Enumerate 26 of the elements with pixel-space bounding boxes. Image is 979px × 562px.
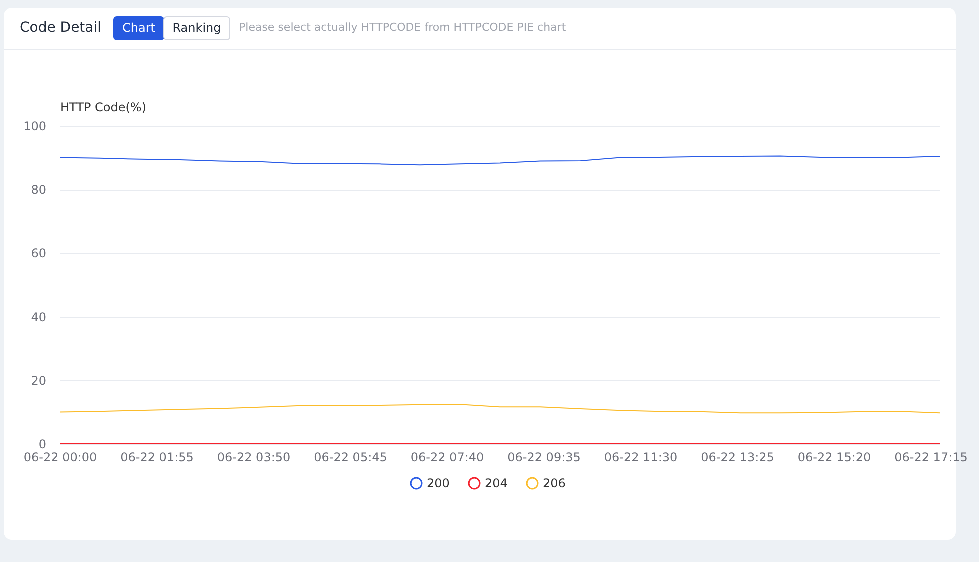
- x-tick-label: 06-22 05:45: [314, 450, 388, 464]
- y-tick-label: 0: [38, 438, 46, 452]
- x-tick-label: 06-22 00:00: [24, 450, 98, 464]
- x-tick-label: 06-22 03:50: [217, 450, 291, 464]
- x-tick-label: 06-22 01:55: [120, 450, 194, 464]
- chart-title: Code Detail: [20, 20, 102, 36]
- y-tick-label: 20: [31, 374, 46, 388]
- line-series: [60, 156, 940, 166]
- y-tick-label: 60: [31, 246, 46, 261]
- y-tick-label: 40: [31, 310, 46, 324]
- x-tick-label: 06-22 07:40: [410, 450, 484, 464]
- y-tick-label: 100: [24, 120, 46, 134]
- x-tick-label: 06-22 13:25: [701, 450, 774, 464]
- text: Chart: [122, 21, 156, 35]
- legend-label: 200: [427, 476, 450, 491]
- text: Ranking: [172, 21, 222, 35]
- x-tick-label: 06-22 09:35: [508, 450, 581, 464]
- y-tick-label: 80: [31, 183, 46, 198]
- chart-subtitle: Please select actually HTTPCODE from HTTPCODE PIE chart: [239, 21, 567, 34]
- x-tick-label: 06-22 17:15: [894, 450, 968, 464]
- x-tick-label: 06-22 15:20: [798, 450, 872, 464]
- line-series: [60, 404, 940, 414]
- x-tick-label: 06-22 11:30: [604, 450, 678, 464]
- y-axis-title: HTTP Code(%): [60, 100, 147, 114]
- legend-label: 206: [543, 476, 566, 491]
- legend-label: 204: [485, 476, 508, 491]
